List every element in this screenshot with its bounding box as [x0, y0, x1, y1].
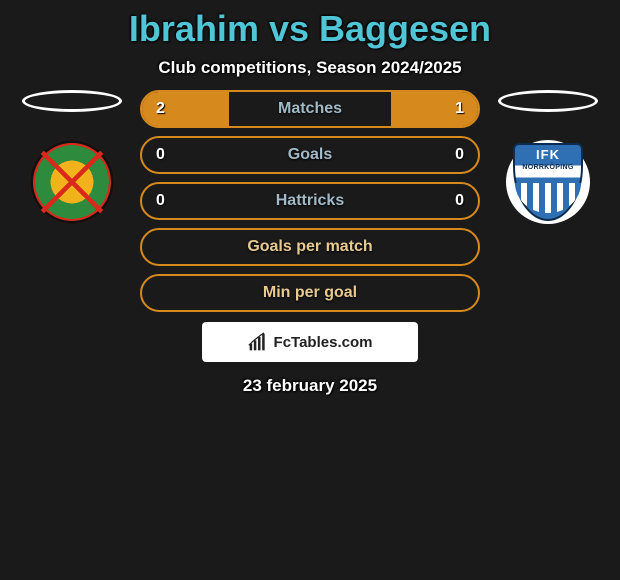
crest-text-band: NORRKÖPING — [522, 164, 573, 171]
stat-value-right: 1 — [455, 100, 464, 118]
stat-value-left: 0 — [156, 192, 165, 210]
stat-row: Goals per match — [140, 228, 480, 266]
stat-row: 2 1 Matches — [140, 90, 480, 128]
stat-value-left: 2 — [156, 100, 165, 118]
stats-panel: 2 1 Matches 0 0 Goals 0 0 Hattricks Goals per mat… — [140, 90, 480, 312]
main-row: 2 1 Matches 0 0 Goals 0 0 Hattricks Goals per mat… — [0, 90, 620, 312]
crest-text-top: IFK — [536, 147, 560, 162]
stat-value-right: 0 — [455, 192, 464, 210]
stat-label: Goals per match — [247, 238, 372, 256]
subtitle: Club competitions, Season 2024/2025 — [0, 58, 620, 78]
club-crest-right: IFK NORRKÖPING — [506, 140, 590, 224]
player-left-name-ring — [22, 90, 122, 112]
footer-brand-badge: FcTables.com — [202, 322, 418, 362]
stat-row: 0 0 Goals — [140, 136, 480, 174]
infographic-container: Ibrahim vs Baggesen Club competitions, S… — [0, 0, 620, 396]
stat-value-left: 0 — [156, 146, 165, 164]
club-crest-left — [30, 140, 114, 224]
stat-value-right: 0 — [455, 146, 464, 164]
stat-label: Min per goal — [263, 284, 357, 302]
player-left-column — [22, 90, 122, 224]
stat-label: Hattricks — [276, 192, 344, 210]
stat-label: Matches — [278, 100, 342, 118]
stat-row: Min per goal — [140, 274, 480, 312]
player-right-name-ring — [498, 90, 598, 112]
stat-fill-right — [391, 92, 478, 126]
stat-row: 0 0 Hattricks — [140, 182, 480, 220]
date-text: 23 february 2025 — [0, 376, 620, 396]
page-title: Ibrahim vs Baggesen — [0, 8, 620, 50]
stat-label: Goals — [288, 146, 332, 164]
crest-stripes — [515, 183, 581, 213]
bar-chart-icon — [248, 332, 268, 352]
player-right-column: IFK NORRKÖPING — [498, 90, 598, 224]
footer-brand-text: FcTables.com — [274, 334, 373, 351]
shield-icon: IFK NORRKÖPING — [513, 143, 583, 221]
